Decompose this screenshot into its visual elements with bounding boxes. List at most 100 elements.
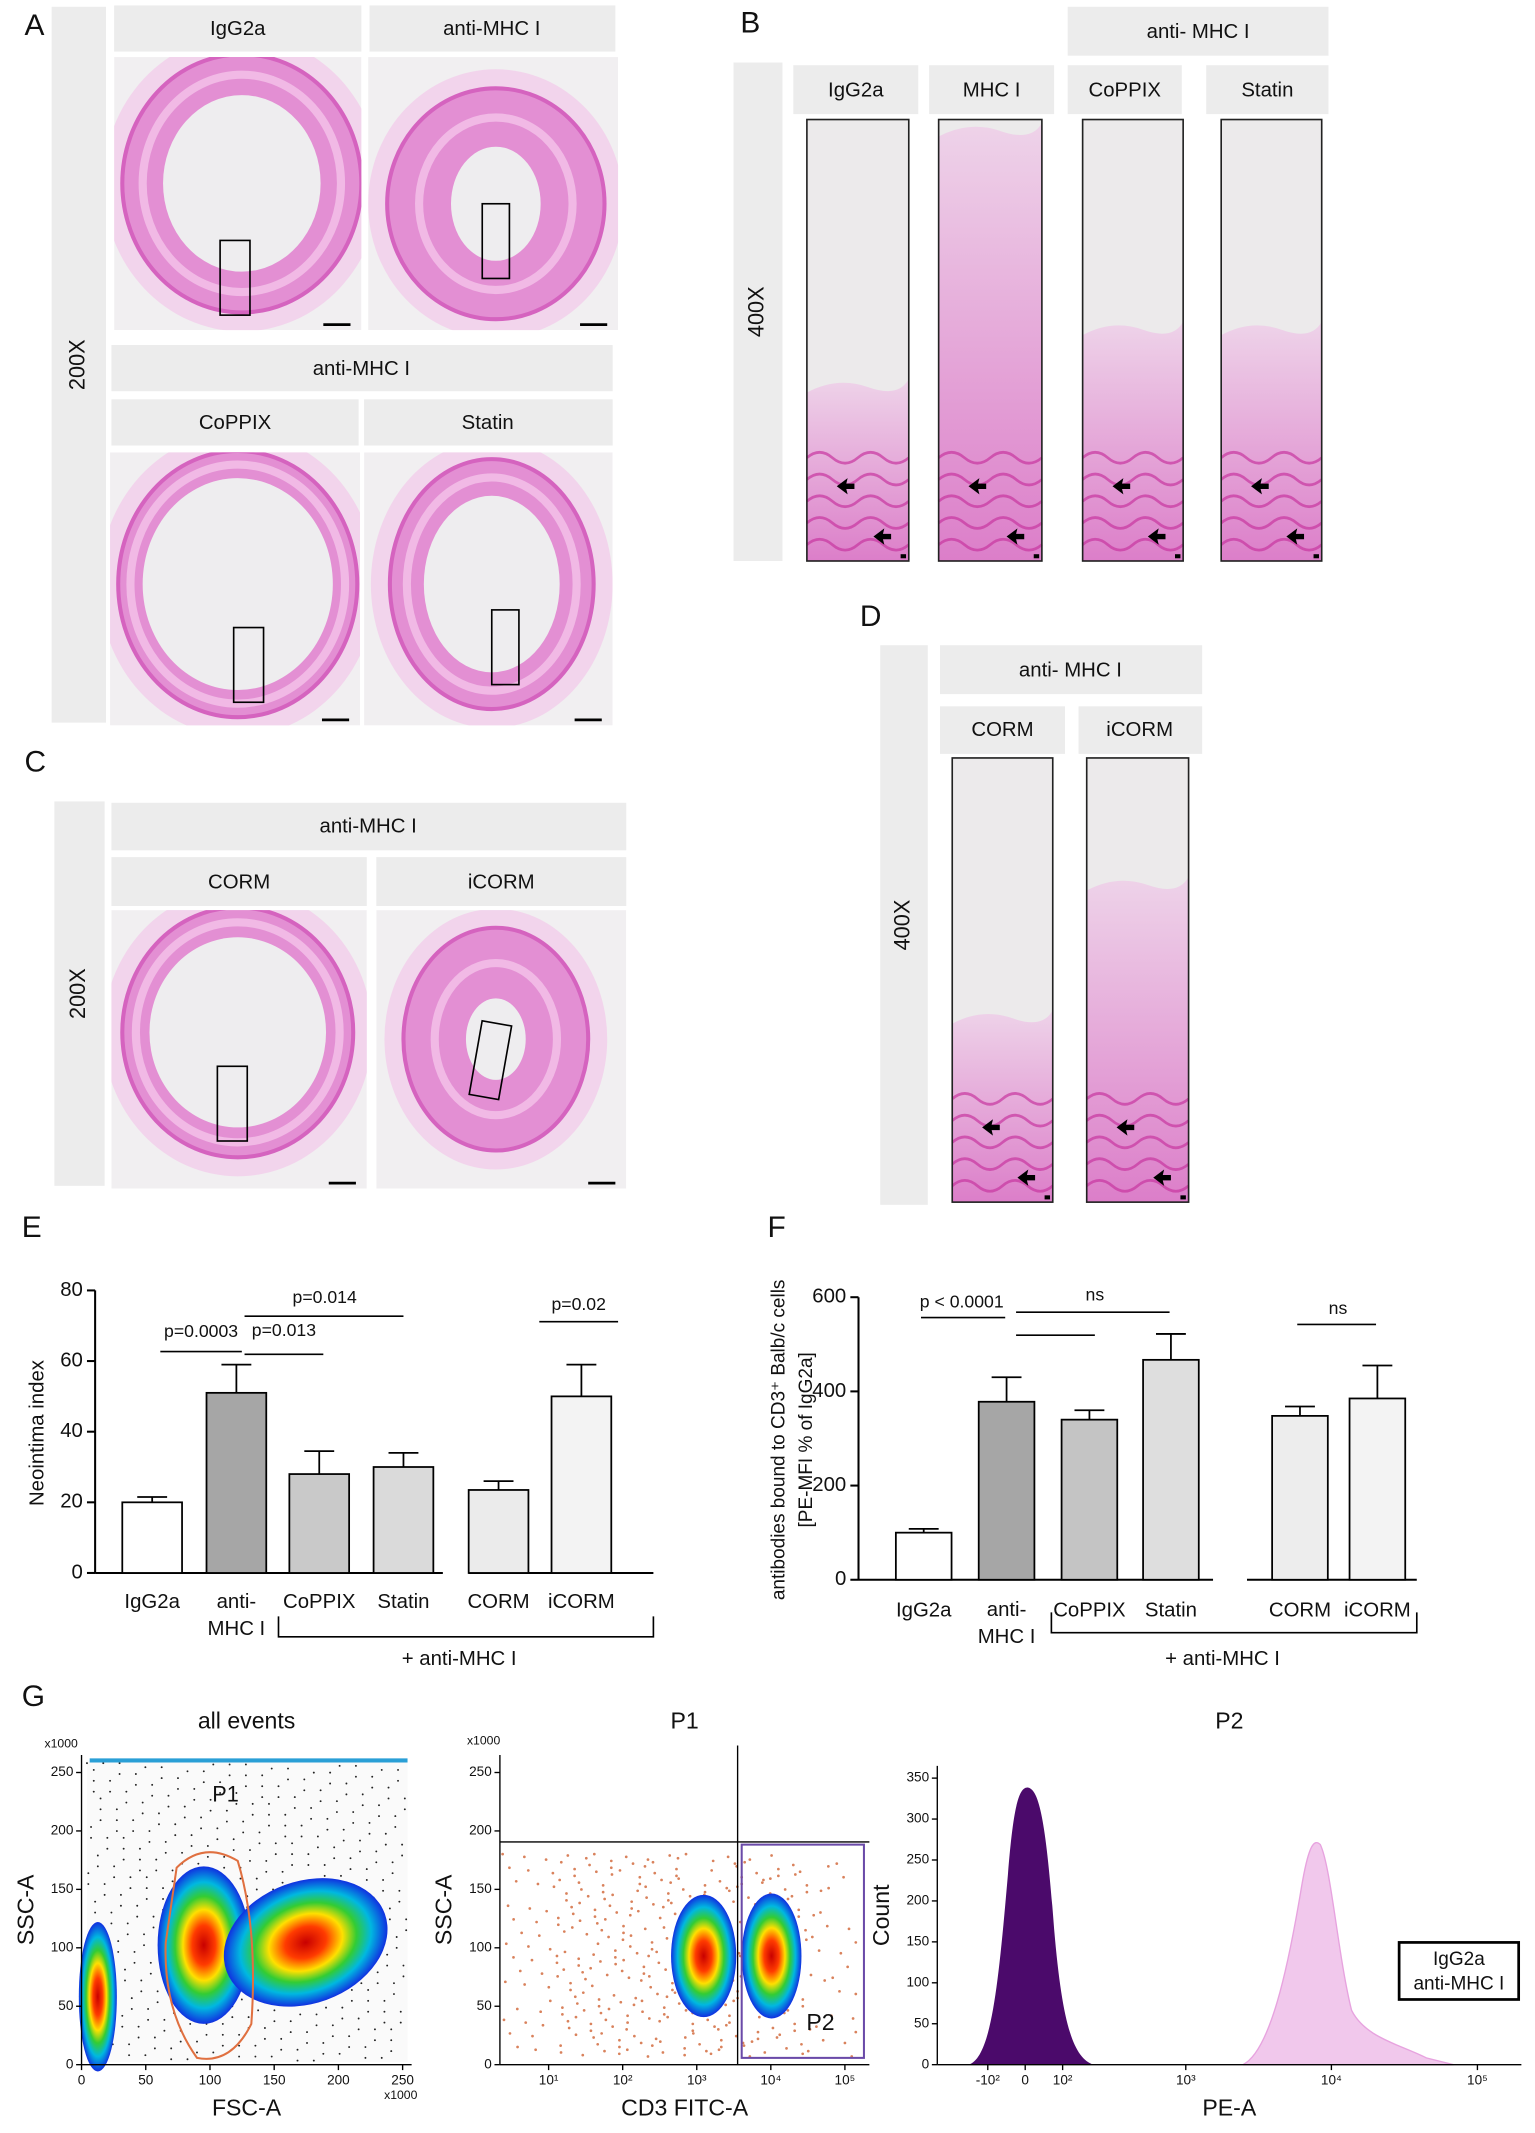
event	[603, 2049, 606, 2053]
event	[607, 1935, 610, 1939]
event	[783, 1888, 787, 1891]
event	[341, 2017, 344, 2020]
density	[223, 1878, 388, 2007]
x-tick-label: 250	[391, 2073, 414, 2088]
event	[329, 1782, 332, 1785]
event	[291, 1853, 294, 1856]
event	[570, 1905, 573, 1909]
event	[397, 1779, 399, 1782]
y-tick-label: 100	[51, 1939, 74, 1954]
event	[657, 1961, 661, 1965]
event	[810, 1935, 814, 1939]
event	[323, 1874, 326, 1877]
event	[115, 1808, 118, 1811]
event	[622, 1924, 625, 1928]
event	[206, 1855, 209, 1858]
event	[710, 1869, 714, 1872]
event	[665, 1995, 669, 1999]
event	[563, 1950, 567, 1954]
event	[634, 1996, 638, 2000]
event	[823, 1979, 827, 1982]
x-tick-label: iCORM	[548, 1591, 615, 1613]
event	[287, 1778, 289, 1781]
event	[817, 1949, 821, 1952]
event	[364, 2056, 367, 2059]
frame	[937, 118, 1043, 562]
panel-letter: C	[24, 745, 46, 778]
event	[801, 2004, 805, 2008]
event	[601, 1890, 605, 1894]
event	[806, 2049, 810, 2053]
micrograph	[364, 452, 613, 726]
event	[255, 1877, 258, 1880]
event	[608, 1904, 612, 1908]
event	[551, 1871, 555, 1875]
event	[798, 1870, 802, 1874]
tissue-media	[402, 473, 581, 695]
bar	[288, 1473, 351, 1574]
event	[383, 2021, 386, 2024]
scale-bar	[1180, 1195, 1186, 1200]
event	[163, 2018, 166, 2021]
event	[138, 1847, 141, 1850]
event	[167, 1794, 170, 1797]
event	[651, 1860, 655, 1864]
event	[630, 1900, 634, 1904]
event	[658, 2019, 662, 2023]
event	[821, 2038, 825, 2042]
event	[124, 1979, 126, 1982]
elastic-lamina	[1085, 1157, 1190, 1171]
label-box	[929, 65, 1055, 115]
tissue	[952, 1010, 1053, 1203]
scale-bar	[1033, 554, 1040, 559]
event	[99, 1819, 102, 1822]
event	[232, 1849, 235, 1852]
event	[130, 2008, 133, 2010]
event	[398, 1900, 401, 1903]
event	[94, 1900, 97, 1903]
event	[691, 2029, 695, 2033]
label: anti-MHC I	[313, 358, 410, 380]
event	[514, 1879, 518, 1883]
event	[646, 2055, 650, 2058]
event	[92, 1768, 95, 1771]
event	[639, 1979, 643, 1982]
arrow	[836, 478, 855, 495]
event	[559, 2051, 563, 2054]
event	[812, 1913, 816, 1917]
event	[388, 1918, 391, 1921]
event	[380, 2056, 383, 2059]
event	[826, 1864, 830, 1868]
event	[265, 1870, 268, 1873]
y-tick-label: 200	[51, 1823, 74, 1838]
event	[539, 2010, 543, 2014]
event	[387, 1786, 390, 1789]
event	[155, 1858, 158, 1861]
event	[126, 1933, 129, 1936]
bar	[550, 1395, 613, 1574]
x-tick-label: 10⁴	[1321, 2073, 1342, 2088]
event	[390, 2050, 393, 2053]
x-axis-label: PE-A	[1202, 2095, 1256, 2121]
event	[508, 2032, 512, 2035]
event	[359, 1850, 361, 1853]
arrow	[1286, 528, 1305, 545]
frame	[1085, 757, 1190, 1203]
elastic-lamina	[1220, 537, 1323, 552]
panel-letter: G	[22, 1680, 45, 1713]
event	[115, 1830, 118, 1832]
event	[395, 1936, 398, 1938]
label-box	[111, 857, 367, 907]
event	[614, 1949, 617, 1952]
event	[630, 1907, 634, 1910]
tissue-media	[138, 70, 346, 297]
event	[768, 1877, 772, 1880]
event	[206, 1845, 209, 1847]
event	[854, 1941, 858, 1944]
event	[675, 1867, 678, 1871]
event	[117, 1940, 120, 1943]
bar	[894, 1531, 953, 1581]
elastic-lamina	[806, 494, 910, 509]
x-tick-label: 10⁴	[760, 2073, 781, 2088]
event	[357, 2017, 360, 2020]
